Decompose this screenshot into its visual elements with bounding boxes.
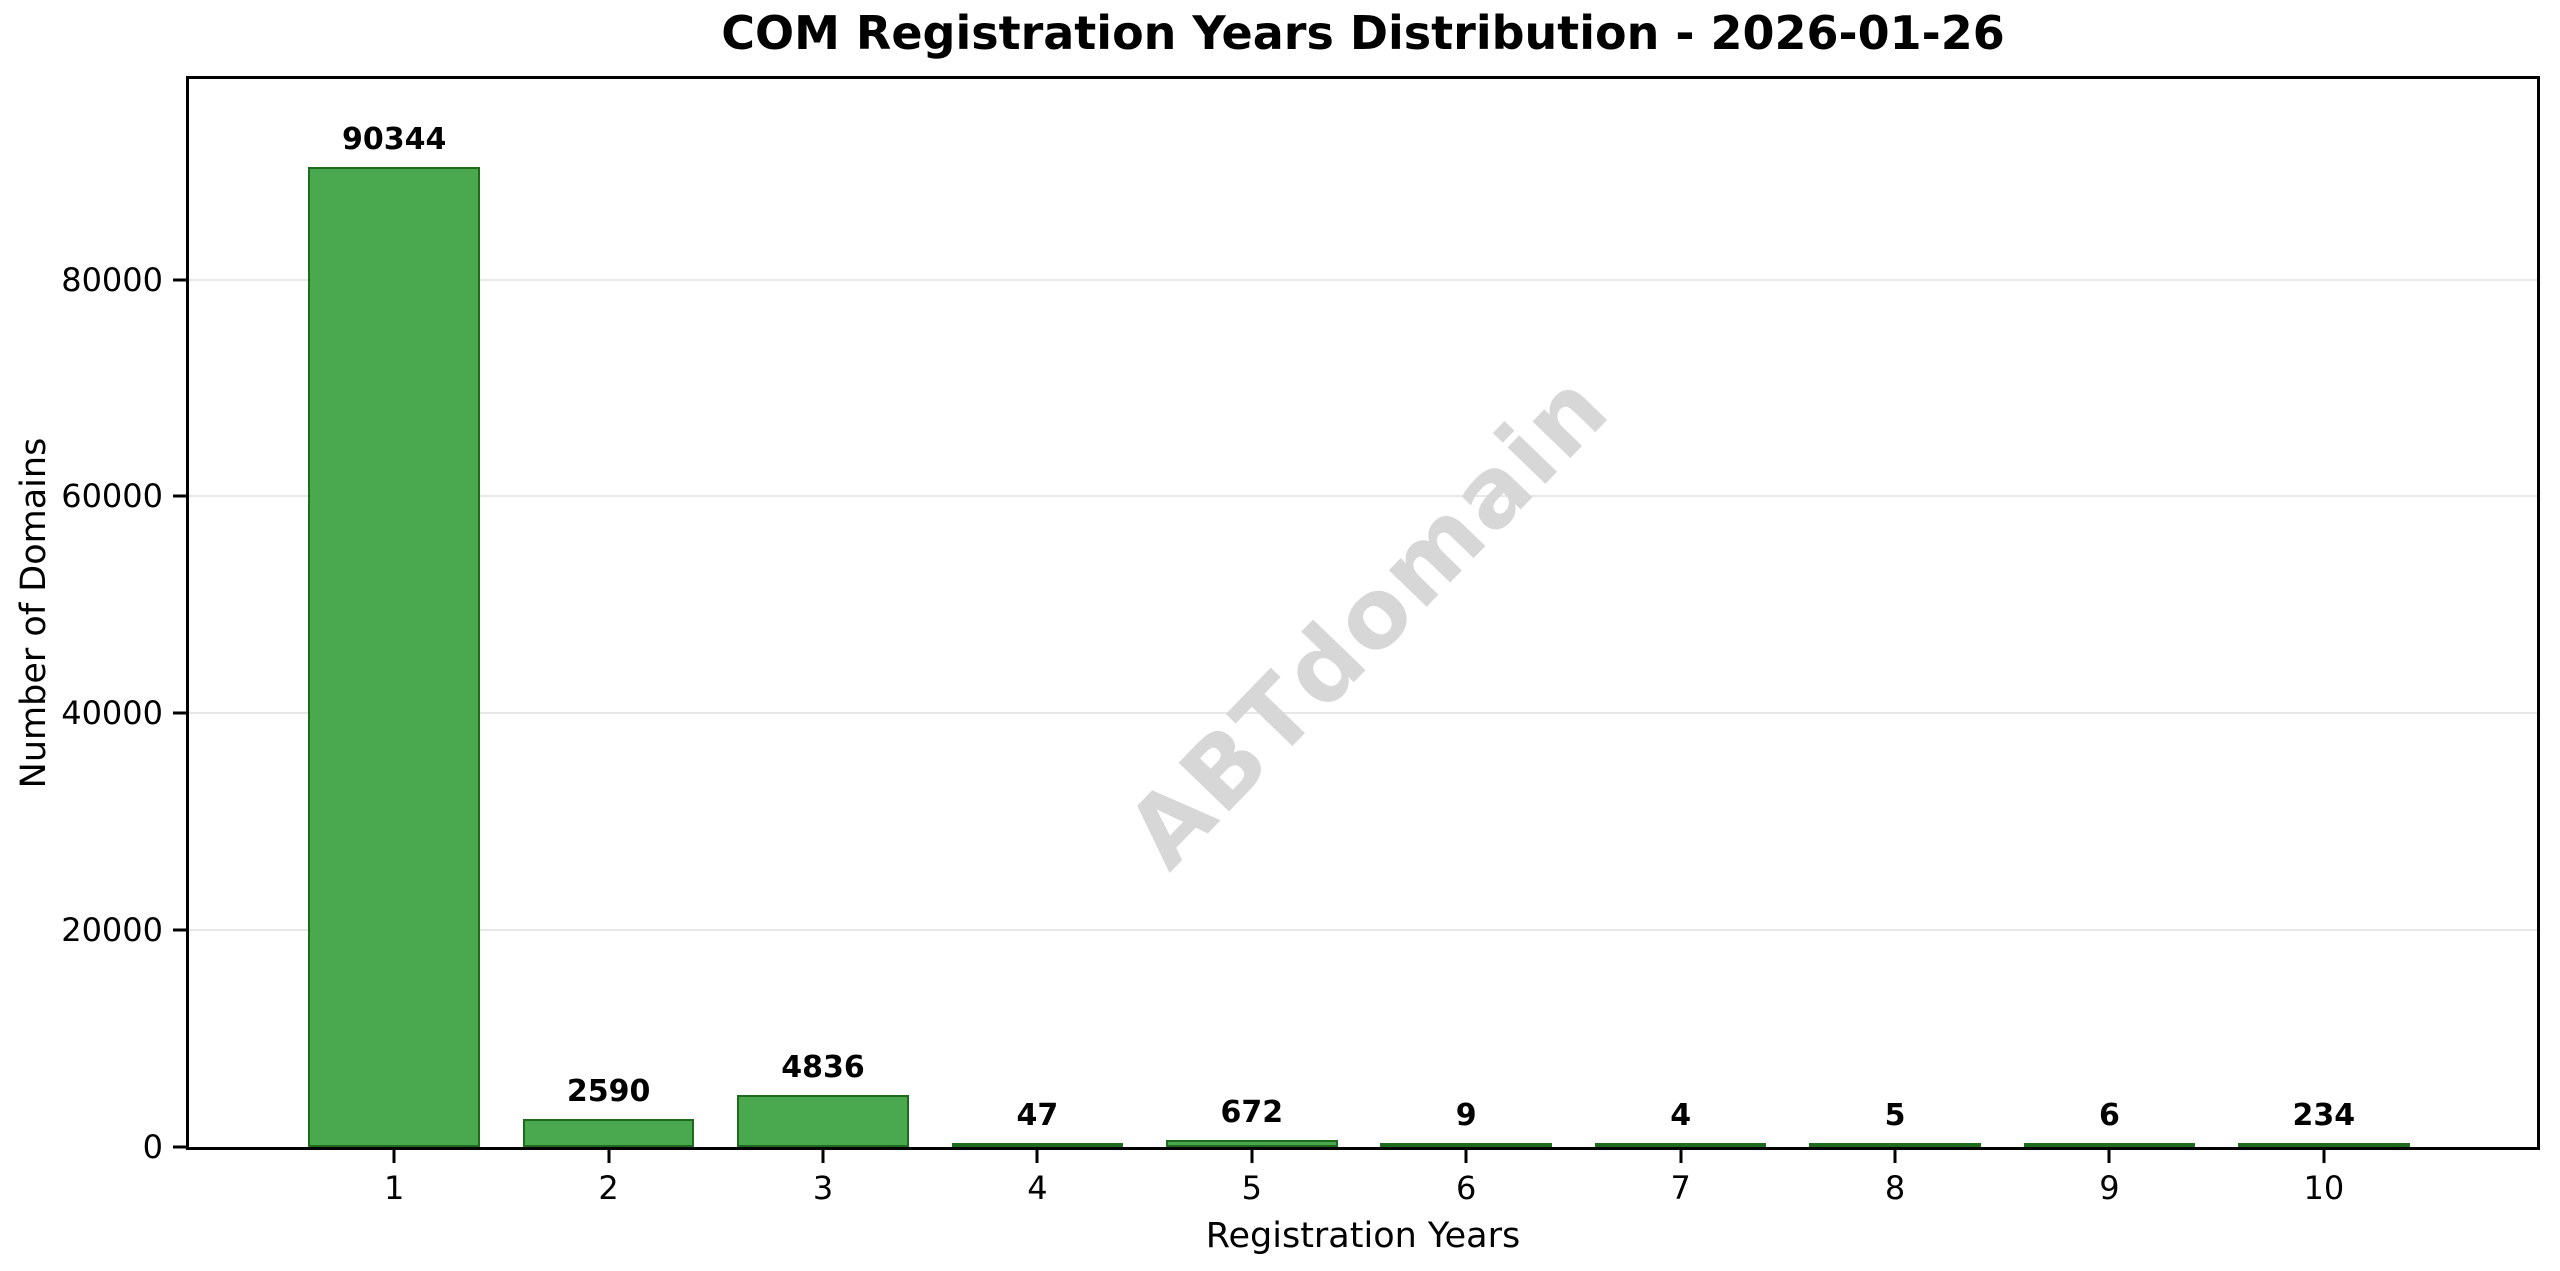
bar [522, 1118, 695, 1147]
x-tick-label: 6 [1456, 1169, 1477, 1207]
bar-value-label: 2590 [566, 1073, 651, 1109]
x-axis-tick [2322, 1150, 2326, 1163]
x-tick-label: 7 [1670, 1169, 1691, 1207]
x-axis-tick [1464, 1150, 1468, 1163]
bar-value-label: 47 [1016, 1098, 1059, 1133]
bar-value-label: 5 [1884, 1098, 1906, 1133]
bar-slot: 2590 2 [501, 79, 715, 1207]
bar-slot: 4836 3 [716, 79, 930, 1207]
y-tick-label: 80000 [61, 260, 163, 299]
y-axis-tick [173, 711, 186, 715]
bar-value-label: 9 [1455, 1098, 1477, 1133]
x-tick-label: 9 [2099, 1169, 2120, 1207]
bar [1594, 1143, 1767, 1147]
y-axis-tick [173, 928, 186, 932]
x-axis-tick [1035, 1150, 1039, 1163]
bar-value-label: 672 [1220, 1094, 1284, 1130]
x-axis-tick [821, 1150, 825, 1163]
bar [2023, 1143, 2196, 1147]
x-tick-label: 2 [598, 1169, 619, 1207]
gridline [189, 495, 2537, 498]
bar [737, 1094, 909, 1147]
x-tick-label: 4 [1027, 1169, 1048, 1207]
y-axis-tick [173, 1145, 186, 1149]
bar-slot: 47 4 [930, 79, 1144, 1207]
bar-slot: 90344 1 [287, 79, 501, 1207]
x-tick-label: 1 [384, 1169, 405, 1207]
bar-value-label: 234 [2292, 1098, 2356, 1133]
bar-value-label: 4836 [781, 1049, 865, 1085]
y-axis-tick [173, 494, 186, 498]
bar-value-label: 90344 [342, 122, 447, 158]
x-axis-tick [1893, 1150, 1897, 1163]
bar-value-label: 6 [2099, 1098, 2120, 1133]
x-tick-label: 10 [2303, 1169, 2345, 1207]
x-axis-tick [1250, 1150, 1254, 1163]
chart-title: COM Registration Years Distribution - 20… [721, 6, 2005, 60]
gridline [189, 712, 2537, 715]
x-tick-label: 8 [1884, 1169, 1906, 1207]
x-axis-label: Registration Years [1205, 1216, 1521, 1256]
gridline [189, 929, 2537, 932]
bar-slot: 672 5 [1145, 79, 1359, 1207]
x-axis-tick [2107, 1150, 2111, 1163]
plot-area: ABTdomain 90344 1 2590 2 4836 3 47 4 672 5 9 6 4 7 5 8 6… [61, 76, 2540, 1207]
bar [308, 167, 480, 1147]
x-tick-label: 5 [1241, 1169, 1263, 1207]
bar [1809, 1143, 1981, 1147]
bars-row: 90344 1 2590 2 4836 3 47 4 672 5 9 6 4 7 5 8 6 9 234 10 [189, 79, 2537, 1207]
bar-slot: 234 10 [2217, 79, 2431, 1207]
x-tick-label: 3 [812, 1169, 834, 1207]
bar [951, 1143, 1124, 1147]
x-axis-tick [1679, 1150, 1683, 1163]
bar [1166, 1139, 1338, 1147]
y-tick-label: 40000 [61, 694, 163, 733]
x-axis-tick [607, 1150, 611, 1163]
y-tick-label: 0 [142, 1128, 163, 1166]
gridline [189, 278, 2537, 281]
bar [1380, 1143, 1552, 1147]
bar-value-label: 4 [1670, 1098, 1692, 1133]
y-tick-label: 60000 [61, 477, 163, 516]
y-axis-tick [173, 278, 186, 282]
y-axis-label: Number of Domains [14, 437, 54, 789]
bar [2238, 1143, 2410, 1147]
x-axis-tick [392, 1150, 396, 1163]
y-tick-label: 20000 [61, 911, 163, 950]
